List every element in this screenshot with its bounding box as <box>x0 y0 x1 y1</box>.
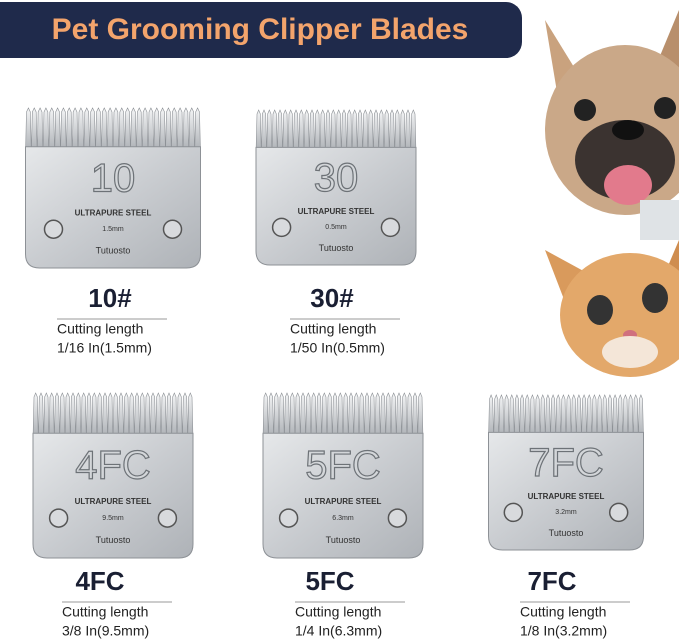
blade-screw <box>271 217 292 238</box>
blade-engraving: 30 <box>314 156 359 200</box>
blade-name: 10# <box>88 283 132 313</box>
blade-teeth <box>488 394 644 439</box>
blade-screw <box>503 502 524 523</box>
blade-screw <box>48 508 69 528</box>
blade-screw <box>157 508 178 528</box>
blade-steel-text: ULTRAPURE STEEL <box>75 497 152 506</box>
blade-steel-text: ULTRAPURE STEEL <box>75 209 152 218</box>
blade-steel-text: ULTRAPURE STEEL <box>528 492 605 501</box>
blade-card: 4FC ULTRAPURE STEEL 9.5mm Tutuosto 4FC Cuttin… <box>32 392 194 639</box>
blade-teeth <box>25 107 201 154</box>
blade-brand: Tutuosto <box>326 535 361 545</box>
cat-illustration <box>545 240 679 377</box>
cutting-length: 1/8 In(3.2mm) <box>520 623 607 639</box>
blade-card: 10 ULTRAPURE STEEL 1.5mm Tutuosto 10# Cutting… <box>25 107 201 356</box>
blade-size: 6.3mm <box>332 515 354 522</box>
cutting-caption: Cutting length <box>290 321 376 337</box>
blade-card: 5FC ULTRAPURE STEEL 6.3mm Tutuosto 5FC Cuttin… <box>262 392 424 639</box>
blade-body <box>488 431 644 551</box>
blade-engraving: 4FC <box>75 444 151 488</box>
blade-steel-text: ULTRAPURE STEEL <box>305 497 382 506</box>
cutting-length: 1/4 In(6.3mm) <box>295 623 382 639</box>
blade-screw <box>380 217 401 238</box>
title: Pet Grooming Clipper Blades <box>52 13 469 46</box>
blade-teeth <box>262 392 424 440</box>
blade-brand: Tutuosto <box>549 528 584 538</box>
blade-screw <box>278 508 299 528</box>
blade-card: 7FC ULTRAPURE STEEL 3.2mm Tutuosto 7FC Cuttin… <box>488 394 644 639</box>
dog-illustration <box>545 10 679 240</box>
blade-engraving: 7FC <box>528 441 604 485</box>
blade-brand: Tutuosto <box>96 535 131 545</box>
blade-engraving: 10 <box>91 156 136 200</box>
cutting-caption: Cutting length <box>57 321 143 337</box>
blade-name: 4FC <box>75 566 124 596</box>
blade-brand: Tutuosto <box>96 245 131 255</box>
blade-screw <box>162 219 183 239</box>
blade-size: 0.5mm <box>325 224 347 231</box>
blade-list: 10 ULTRAPURE STEEL 1.5mm Tutuosto 10# Cutting… <box>25 107 644 639</box>
blade-body <box>25 146 201 269</box>
cutting-caption: Cutting length <box>62 604 148 620</box>
cutting-length: 1/16 In(1.5mm) <box>57 340 152 356</box>
blade-screw <box>608 502 629 523</box>
blade-body <box>262 432 424 559</box>
blade-body <box>32 432 194 559</box>
blade-card: 30 ULTRAPURE STEEL 0.5mm Tutuosto 30# Cutting… <box>255 109 417 356</box>
blade-screw <box>387 508 408 528</box>
cutting-length: 3/8 In(9.5mm) <box>62 623 149 639</box>
blade-size: 9.5mm <box>102 515 124 522</box>
blade-name: 7FC <box>527 566 576 596</box>
blade-teeth <box>255 109 417 154</box>
cutting-caption: Cutting length <box>295 604 381 620</box>
cutting-caption: Cutting length <box>520 604 606 620</box>
blade-engraving: 5FC <box>305 444 381 488</box>
blade-size: 1.5mm <box>102 226 124 233</box>
blade-body <box>255 146 417 266</box>
blade-name: 30# <box>310 283 354 313</box>
blade-teeth <box>32 392 194 440</box>
blade-name: 5FC <box>305 566 354 596</box>
blade-brand: Tutuosto <box>319 243 354 253</box>
blade-size: 3.2mm <box>555 509 577 516</box>
cutting-length: 1/50 In(0.5mm) <box>290 340 385 356</box>
title-banner <box>0 2 522 58</box>
blade-steel-text: ULTRAPURE STEEL <box>298 207 375 216</box>
blade-screw <box>43 219 64 239</box>
